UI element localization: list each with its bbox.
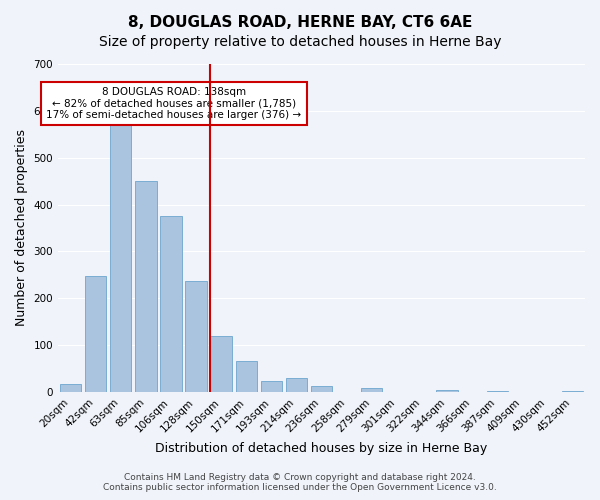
Bar: [361, 388, 382, 392]
Bar: [236, 360, 257, 392]
Bar: [487, 390, 508, 392]
Bar: [185, 281, 207, 392]
Y-axis label: Number of detached properties: Number of detached properties: [15, 130, 28, 326]
Bar: [135, 181, 157, 392]
Text: Contains HM Land Registry data © Crown copyright and database right 2024.
Contai: Contains HM Land Registry data © Crown c…: [103, 473, 497, 492]
Bar: [211, 336, 232, 392]
Text: 8, DOUGLAS ROAD, HERNE BAY, CT6 6AE: 8, DOUGLAS ROAD, HERNE BAY, CT6 6AE: [128, 15, 472, 30]
Text: 8 DOUGLAS ROAD: 138sqm
← 82% of detached houses are smaller (1,785)
17% of semi-: 8 DOUGLAS ROAD: 138sqm ← 82% of detached…: [46, 87, 302, 120]
Bar: [260, 381, 282, 392]
Bar: [110, 120, 131, 392]
X-axis label: Distribution of detached houses by size in Herne Bay: Distribution of detached houses by size …: [155, 442, 488, 455]
Text: Size of property relative to detached houses in Herne Bay: Size of property relative to detached ho…: [99, 35, 501, 49]
Bar: [60, 384, 81, 392]
Bar: [160, 216, 182, 392]
Bar: [286, 378, 307, 392]
Bar: [85, 276, 106, 392]
Bar: [436, 390, 458, 392]
Bar: [562, 391, 583, 392]
Bar: [311, 386, 332, 392]
